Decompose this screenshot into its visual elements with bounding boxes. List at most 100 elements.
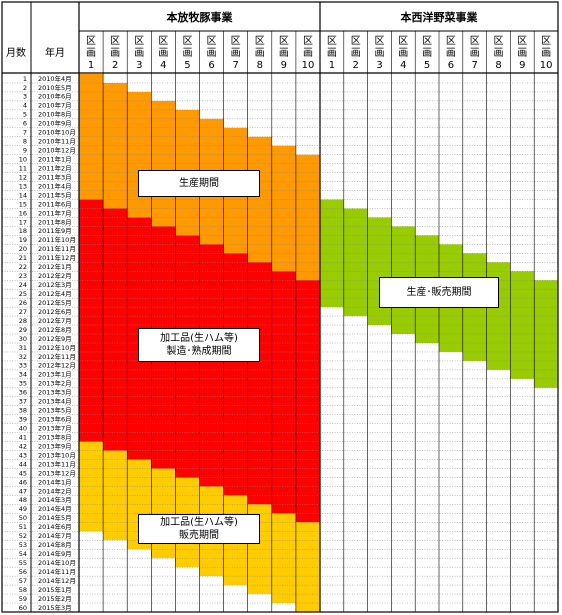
pig-lot-header-7-number: 7: [232, 60, 238, 71]
month-count-header: 月数: [6, 46, 26, 59]
pig-bar-phase1-lot9: [271, 145, 296, 272]
row-month-number: 14: [19, 191, 27, 199]
pig-lot-header-4-char2: 画: [158, 48, 168, 59]
pig-lot-header-5-char1: 区: [182, 35, 192, 47]
veg-section-title: 本西洋野菜事業: [401, 10, 479, 24]
row-month-number: 15: [19, 200, 27, 208]
row-month-number: 54: [19, 550, 27, 558]
pig-lot-header-10-number: 10: [302, 60, 315, 71]
pig-bar-phase2-lot7: [223, 253, 248, 496]
row-month-number: 18: [19, 227, 27, 235]
pig-lot-header-5-char2: 画: [182, 48, 192, 59]
row-month-number: 24: [19, 281, 27, 289]
veg-lot-header-8-char2: 画: [494, 48, 504, 59]
row-year-month: 2014年5月: [38, 513, 72, 522]
label-sales: 加工品(生ハム等) 販売期間: [138, 514, 260, 544]
pig-bar-phase2-lot8: [247, 262, 272, 505]
row-month-number: 47: [19, 487, 27, 495]
veg-lot-header-3-number: 3: [376, 60, 382, 71]
veg-lot-header-5-char1: 区: [422, 35, 432, 47]
row-month-number: 3: [23, 93, 27, 101]
row-year-month: 2013年2月: [38, 379, 72, 388]
pig-lot-header-6-char1: 区: [207, 35, 217, 47]
pig-lot-header-1-char2: 画: [86, 48, 96, 59]
row-year-month: 2014年4月: [38, 504, 72, 513]
row-month-number: 46: [19, 478, 27, 486]
row-month-number: 16: [19, 209, 27, 217]
row-year-month: 2011年5月: [38, 190, 72, 199]
row-year-month: 2013年9月: [38, 441, 72, 450]
pig-bar-phase2-lot2: [103, 208, 128, 451]
row-year-month: 2012年11月: [38, 352, 76, 361]
row-year-month: 2012年10月: [38, 343, 76, 352]
row-year-month: 2011年8月: [38, 217, 72, 226]
row-year-month: 2011年7月: [38, 208, 72, 217]
row-month-number: 7: [23, 129, 27, 137]
veg-lot-header-7-char2: 画: [470, 48, 480, 59]
row-month-number: 45: [19, 469, 27, 477]
pig-bar-phase3-lot9: [271, 513, 296, 604]
row-month-number: 55: [19, 559, 27, 567]
pig-lot-header-9-char1: 区: [279, 35, 289, 47]
row-month-number: 6: [23, 120, 27, 128]
pig-lot-header-5-number: 5: [184, 60, 190, 71]
row-month-number: 13: [19, 182, 27, 190]
row-month-number: 53: [19, 541, 27, 549]
row-year-month: 2012年12月: [38, 361, 76, 370]
row-month-number: 57: [19, 577, 27, 585]
veg-lot-header-10-char1: 区: [541, 35, 551, 47]
row-year-month: 2013年8月: [38, 432, 72, 441]
veg-lot-header-6-char2: 画: [446, 48, 456, 59]
pig-lot-header-8-number: 8: [257, 60, 263, 71]
row-month-number: 33: [19, 362, 27, 370]
row-year-month: 2013年3月: [38, 388, 72, 397]
row-month-number: 27: [19, 308, 27, 316]
row-year-month: 2012年3月: [38, 280, 72, 289]
label-sales-line2: 販売期間: [179, 530, 219, 541]
row-month-number: 37: [19, 398, 27, 406]
pig-bar-phase2-lot9: [271, 271, 296, 514]
veg-lot-header-2-char2: 画: [351, 48, 361, 59]
pig-lot-header-10-char1: 区: [303, 35, 313, 47]
row-month-number: 32: [19, 353, 27, 361]
row-month-number: 48: [19, 496, 27, 504]
row-year-month: 2014年9月: [38, 549, 72, 558]
row-year-month: 2010年8月: [38, 110, 72, 119]
pig-lot-header-4-char1: 区: [158, 35, 168, 47]
row-month-number: 2: [23, 84, 27, 92]
pig-lot-header-7-char2: 画: [231, 48, 241, 59]
label-veg-text: 生産･販売期間: [406, 287, 472, 298]
row-month-number: 41: [19, 433, 27, 441]
veg-lot-header-5-char2: 画: [422, 48, 432, 59]
row-year-month: 2012年9月: [38, 334, 72, 343]
row-year-month: 2012年8月: [38, 325, 72, 334]
row-month-number: 19: [19, 236, 27, 244]
row-year-month: 2012年2月: [38, 271, 72, 280]
pig-lot-header-7-char1: 区: [231, 35, 241, 47]
row-year-month: 2011年10月: [38, 235, 76, 244]
year-month-header: 年月: [45, 46, 65, 59]
row-month-number: 49: [19, 505, 27, 513]
pig-lot-header-1-number: 1: [88, 60, 94, 71]
row-month-number: 20: [19, 245, 27, 253]
row-month-number: 38: [19, 407, 27, 415]
label-processing-line1: 加工品(生ハム等): [160, 333, 238, 344]
row-year-month: 2012年7月: [38, 316, 72, 325]
pig-lot-header-2-number: 2: [112, 60, 118, 71]
row-year-month: 2012年6月: [38, 307, 72, 316]
label-production: 生産期間: [138, 170, 260, 197]
row-year-month: 2013年1月: [38, 370, 72, 379]
veg-lot-header-6-number: 6: [448, 60, 454, 71]
row-month-number: 59: [19, 595, 27, 603]
pig-lot-header-3-char2: 画: [134, 48, 144, 59]
row-year-month: 2013年11月: [38, 459, 76, 468]
row-month-number: 52: [19, 532, 27, 540]
label-production-text: 生産期間: [179, 178, 219, 189]
row-year-month: 2010年7月: [38, 101, 72, 110]
row-month-number: 42: [19, 442, 27, 450]
veg-lot-header-7-char1: 区: [470, 35, 480, 47]
row-month-number: 58: [19, 586, 27, 594]
row-year-month: 2015年3月: [38, 603, 72, 612]
veg-lot-header-10-number: 10: [540, 60, 553, 71]
veg-lot-header-2-char1: 区: [351, 35, 361, 47]
